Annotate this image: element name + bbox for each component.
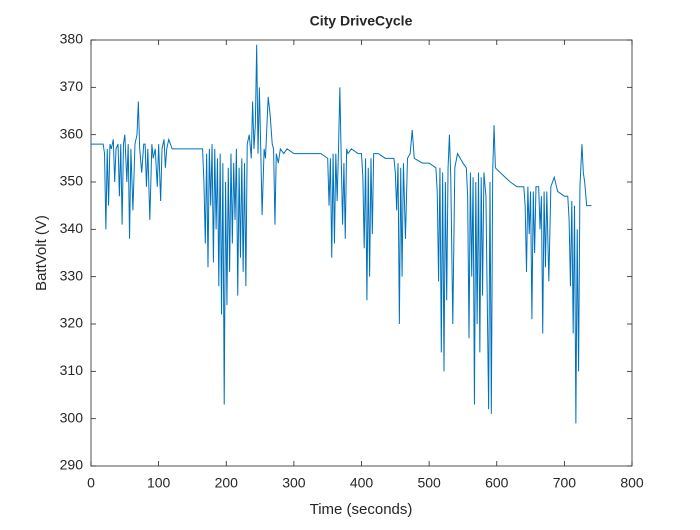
y-tick-label: 300 <box>60 409 84 425</box>
y-tick-label: 350 <box>60 173 84 189</box>
x-tick-label: 200 <box>215 475 239 491</box>
x-tick-label: 400 <box>350 475 374 491</box>
x-tick-label: 100 <box>147 475 171 491</box>
x-tick-label: 800 <box>620 475 644 491</box>
x-tick-label: 300 <box>282 475 306 491</box>
x-axis-label: Time (seconds) <box>310 501 413 518</box>
y-tick-label: 370 <box>60 78 84 94</box>
y-axis-label: BattVolt (V) <box>33 215 50 291</box>
y-tick-label: 380 <box>60 31 84 47</box>
y-tick-label: 360 <box>60 125 84 141</box>
x-tick-label: 600 <box>485 475 509 491</box>
x-tick-label: 0 <box>87 475 95 491</box>
y-tick-label: 310 <box>60 362 84 378</box>
y-tick-label: 290 <box>60 457 84 473</box>
chart-title: City DriveCycle <box>310 13 413 29</box>
y-tick-label: 330 <box>60 267 84 283</box>
data-line <box>91 44 592 424</box>
plot-area <box>90 39 633 467</box>
y-tick-label: 320 <box>60 315 84 331</box>
x-tick-label: 500 <box>417 475 441 491</box>
y-tick-label: 340 <box>60 220 84 236</box>
x-tick-label: 700 <box>553 475 577 491</box>
